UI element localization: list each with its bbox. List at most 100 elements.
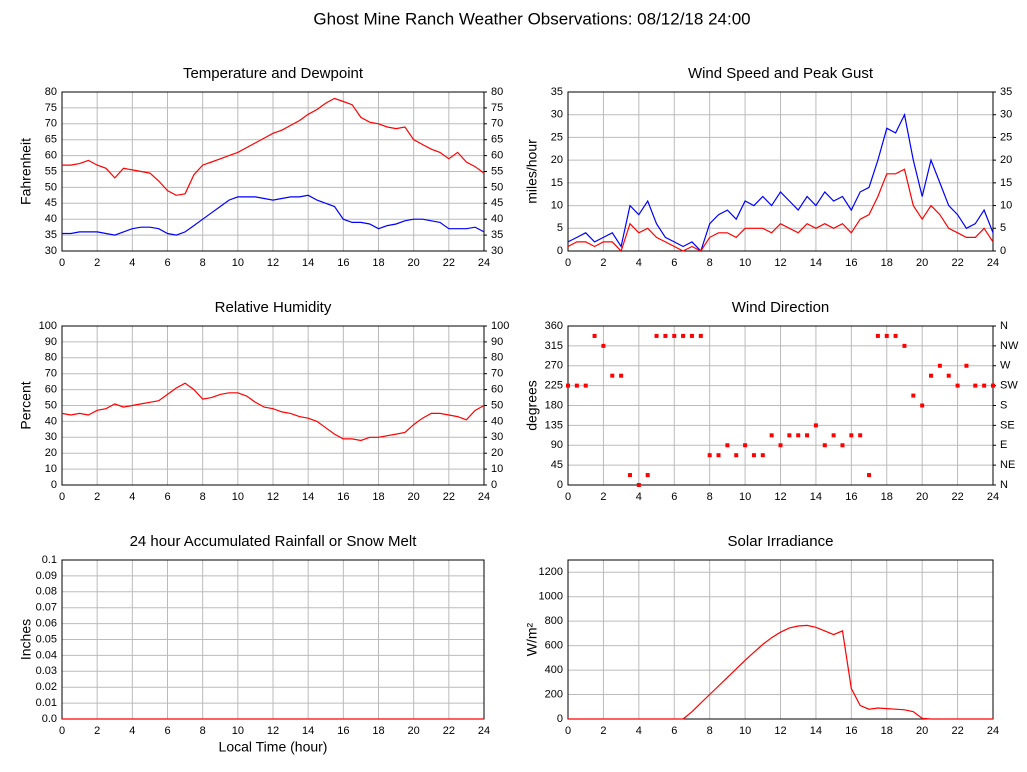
data-point (973, 383, 978, 388)
x-tick-label: 18 (881, 257, 893, 269)
y-tick-label: 10 (551, 199, 563, 211)
y2-tick-label: 20 (491, 447, 503, 459)
y-tick-label: 30 (551, 109, 563, 121)
y2-tick-label: NW (1000, 340, 1019, 352)
x-tick-label: 14 (810, 725, 822, 737)
y-tick-label: 90 (551, 439, 563, 451)
y2-tick-label: 0 (1000, 245, 1006, 257)
y-tick-label: 0.06 (36, 618, 57, 630)
x-tick-label: 0 (565, 257, 571, 269)
y-tick-label: 270 (545, 360, 563, 372)
x-tick-label: 12 (267, 257, 279, 269)
y-axis-label: degrees (524, 380, 540, 431)
y-tick-label: 0.04 (36, 649, 57, 661)
x-tick-label: 14 (810, 257, 822, 269)
data-point (867, 473, 872, 478)
y-tick-label: 45 (551, 459, 563, 471)
x-tick-label: 4 (636, 257, 642, 269)
y2-tick-label: 10 (491, 463, 503, 475)
y2-tick-label: 40 (491, 415, 503, 427)
data-point (858, 433, 863, 438)
data-point (929, 373, 934, 378)
y2-tick-label: 100 (491, 320, 509, 332)
y2-tick-label: 30 (491, 245, 503, 257)
x-tick-label: 6 (671, 257, 677, 269)
x-tick-label: 2 (94, 491, 100, 503)
x-tick-label: 12 (267, 491, 279, 503)
x-tick-label: 10 (232, 725, 244, 737)
y2-tick-label: 20 (1000, 154, 1012, 166)
y-tick-label: 80 (45, 352, 57, 364)
x-tick-label: 10 (232, 257, 244, 269)
data-point (672, 333, 677, 338)
data-point (636, 483, 641, 487)
x-tick-label: 14 (810, 491, 822, 503)
data-point (760, 453, 765, 458)
y-tick-label: 0.1 (42, 554, 57, 566)
x-tick-label: 22 (443, 725, 455, 737)
data-point (654, 333, 659, 338)
y-tick-label: 65 (45, 134, 57, 146)
data-point (822, 443, 827, 448)
y2-tick-label: 80 (491, 352, 503, 364)
data-point (769, 433, 774, 438)
y-tick-label: 225 (545, 380, 563, 392)
y-tick-label: 180 (545, 399, 563, 411)
x-tick-label: 10 (739, 257, 751, 269)
y-tick-label: 40 (45, 415, 57, 427)
x-tick-label: 2 (94, 257, 100, 269)
x-tick-label: 20 (408, 257, 420, 269)
x-tick-label: 14 (302, 257, 314, 269)
y-tick-label: 70 (45, 368, 57, 380)
y-tick-label: 90 (45, 336, 57, 348)
x-tick-label: 10 (232, 491, 244, 503)
y2-tick-label: E (1000, 439, 1007, 451)
x-tick-label: 22 (951, 725, 963, 737)
y-tick-label: 400 (545, 664, 563, 676)
x-tick-label: 24 (478, 725, 490, 737)
y-tick-label: 35 (551, 86, 563, 98)
y-tick-label: 135 (545, 419, 563, 431)
y-tick-label: 60 (45, 150, 57, 162)
y-tick-label: 75 (45, 102, 57, 114)
x-tick-label: 2 (600, 725, 606, 737)
x-tick-label: 2 (600, 491, 606, 503)
y2-tick-label: 45 (491, 197, 503, 209)
y2-tick-label: 60 (491, 150, 503, 162)
y2-tick-label: SW (1000, 380, 1018, 392)
data-point (875, 333, 880, 338)
y-tick-label: 35 (45, 229, 57, 241)
y2-tick-label: 30 (491, 431, 503, 443)
x-tick-label: 12 (774, 257, 786, 269)
data-point (689, 333, 694, 338)
y-tick-label: 360 (545, 320, 563, 332)
x-tick-label: 4 (129, 257, 135, 269)
y-axis-label: miles/hour (524, 139, 540, 204)
data-point (955, 383, 960, 388)
x-tick-label: 16 (337, 491, 349, 503)
data-point (681, 333, 686, 338)
y-tick-label: 0 (557, 245, 563, 257)
x-tick-label: 6 (671, 491, 677, 503)
x-tick-label: 16 (845, 725, 857, 737)
data-point (583, 383, 588, 388)
x-tick-label: 12 (774, 491, 786, 503)
data-point (574, 383, 579, 388)
y-tick-label: 0.01 (36, 697, 57, 709)
y2-tick-label: N (1000, 320, 1008, 332)
y2-tick-label: 60 (491, 384, 503, 396)
data-point (734, 453, 739, 458)
x-tick-label: 6 (164, 491, 170, 503)
y-tick-label: 0.09 (36, 570, 57, 582)
data-line (568, 624, 993, 720)
y-axis-label: Inches (18, 619, 34, 660)
y-tick-label: 0.02 (36, 681, 57, 693)
data-line (567, 168, 994, 253)
x-tick-label: 24 (987, 725, 999, 737)
y2-tick-label: 70 (491, 368, 503, 380)
y2-tick-label: 10 (1000, 199, 1012, 211)
y-tick-label: 100 (39, 320, 57, 332)
x-tick-label: 16 (337, 257, 349, 269)
y-tick-label: 25 (551, 131, 563, 143)
y-tick-label: 800 (545, 615, 563, 627)
